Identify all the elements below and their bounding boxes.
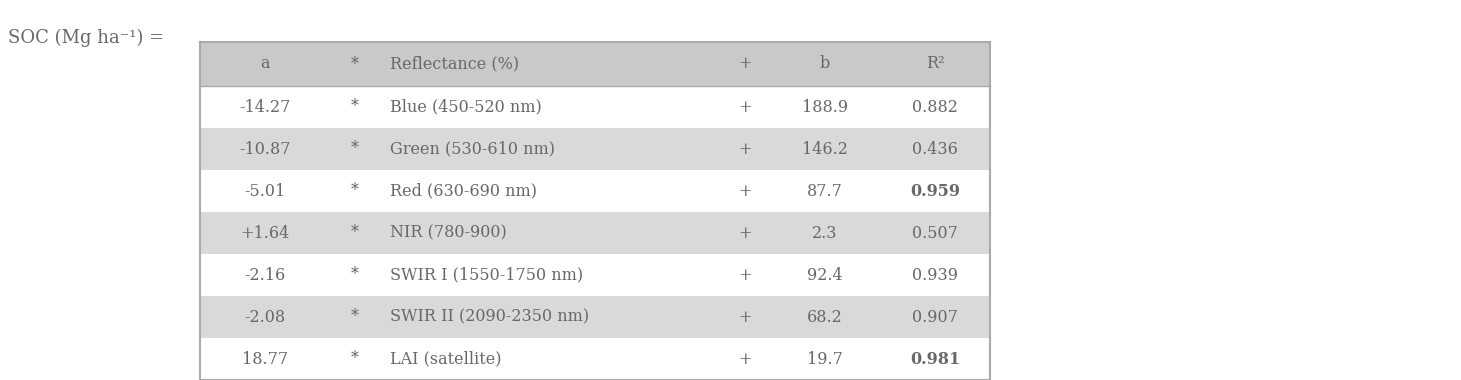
Text: *: *: [351, 141, 359, 157]
Text: +1.64: +1.64: [241, 225, 289, 242]
Bar: [200, 254, 991, 296]
Text: -2.08: -2.08: [244, 309, 285, 326]
Text: 0.436: 0.436: [912, 141, 958, 157]
Text: LAI (satellite): LAI (satellite): [390, 350, 501, 367]
Text: 146.2: 146.2: [802, 141, 847, 157]
Bar: [200, 42, 991, 86]
Text: *: *: [351, 225, 359, 242]
Text: SWIR II (2090-2350 nm): SWIR II (2090-2350 nm): [390, 309, 589, 326]
Text: -5.01: -5.01: [244, 182, 285, 200]
Text: 0.981: 0.981: [910, 350, 960, 367]
Text: *: *: [351, 266, 359, 283]
Text: Reflectance (%): Reflectance (%): [390, 55, 519, 73]
Text: Red (630-690 nm): Red (630-690 nm): [390, 182, 538, 200]
Text: +: +: [738, 141, 752, 157]
Text: *: *: [351, 350, 359, 367]
Text: 87.7: 87.7: [806, 182, 843, 200]
Text: SWIR I (1550-1750 nm): SWIR I (1550-1750 nm): [390, 266, 583, 283]
Text: 68.2: 68.2: [806, 309, 843, 326]
Text: *: *: [351, 98, 359, 116]
Text: 0.959: 0.959: [910, 182, 960, 200]
Text: *: *: [351, 309, 359, 326]
Text: 2.3: 2.3: [812, 225, 837, 242]
Text: 0.882: 0.882: [912, 98, 958, 116]
Text: *: *: [351, 182, 359, 200]
Text: +: +: [738, 309, 752, 326]
Text: 0.939: 0.939: [912, 266, 958, 283]
Text: 19.7: 19.7: [806, 350, 843, 367]
Bar: [200, 212, 991, 254]
Text: -2.16: -2.16: [244, 266, 285, 283]
Text: 188.9: 188.9: [802, 98, 847, 116]
Text: -10.87: -10.87: [240, 141, 291, 157]
Bar: [200, 296, 991, 338]
Bar: [200, 86, 991, 128]
Text: SOC (Mg ha⁻¹) =: SOC (Mg ha⁻¹) =: [7, 29, 164, 47]
Text: 92.4: 92.4: [806, 266, 843, 283]
Text: +: +: [738, 225, 752, 242]
Bar: [200, 128, 991, 170]
Text: Blue (450-520 nm): Blue (450-520 nm): [390, 98, 542, 116]
Text: R²: R²: [926, 55, 944, 73]
Bar: [200, 170, 991, 212]
Text: +: +: [738, 350, 752, 367]
Text: -14.27: -14.27: [240, 98, 291, 116]
Text: +: +: [738, 182, 752, 200]
Text: 18.77: 18.77: [243, 350, 288, 367]
Text: Green (530-610 nm): Green (530-610 nm): [390, 141, 555, 157]
Text: NIR (780-900): NIR (780-900): [390, 225, 507, 242]
Text: +: +: [738, 98, 752, 116]
Text: a: a: [260, 55, 270, 73]
Text: +: +: [738, 55, 752, 73]
Text: +: +: [738, 266, 752, 283]
Text: 0.507: 0.507: [912, 225, 958, 242]
Bar: [200, 338, 991, 380]
Text: *: *: [351, 55, 359, 73]
Text: b: b: [820, 55, 830, 73]
Text: 0.907: 0.907: [912, 309, 958, 326]
